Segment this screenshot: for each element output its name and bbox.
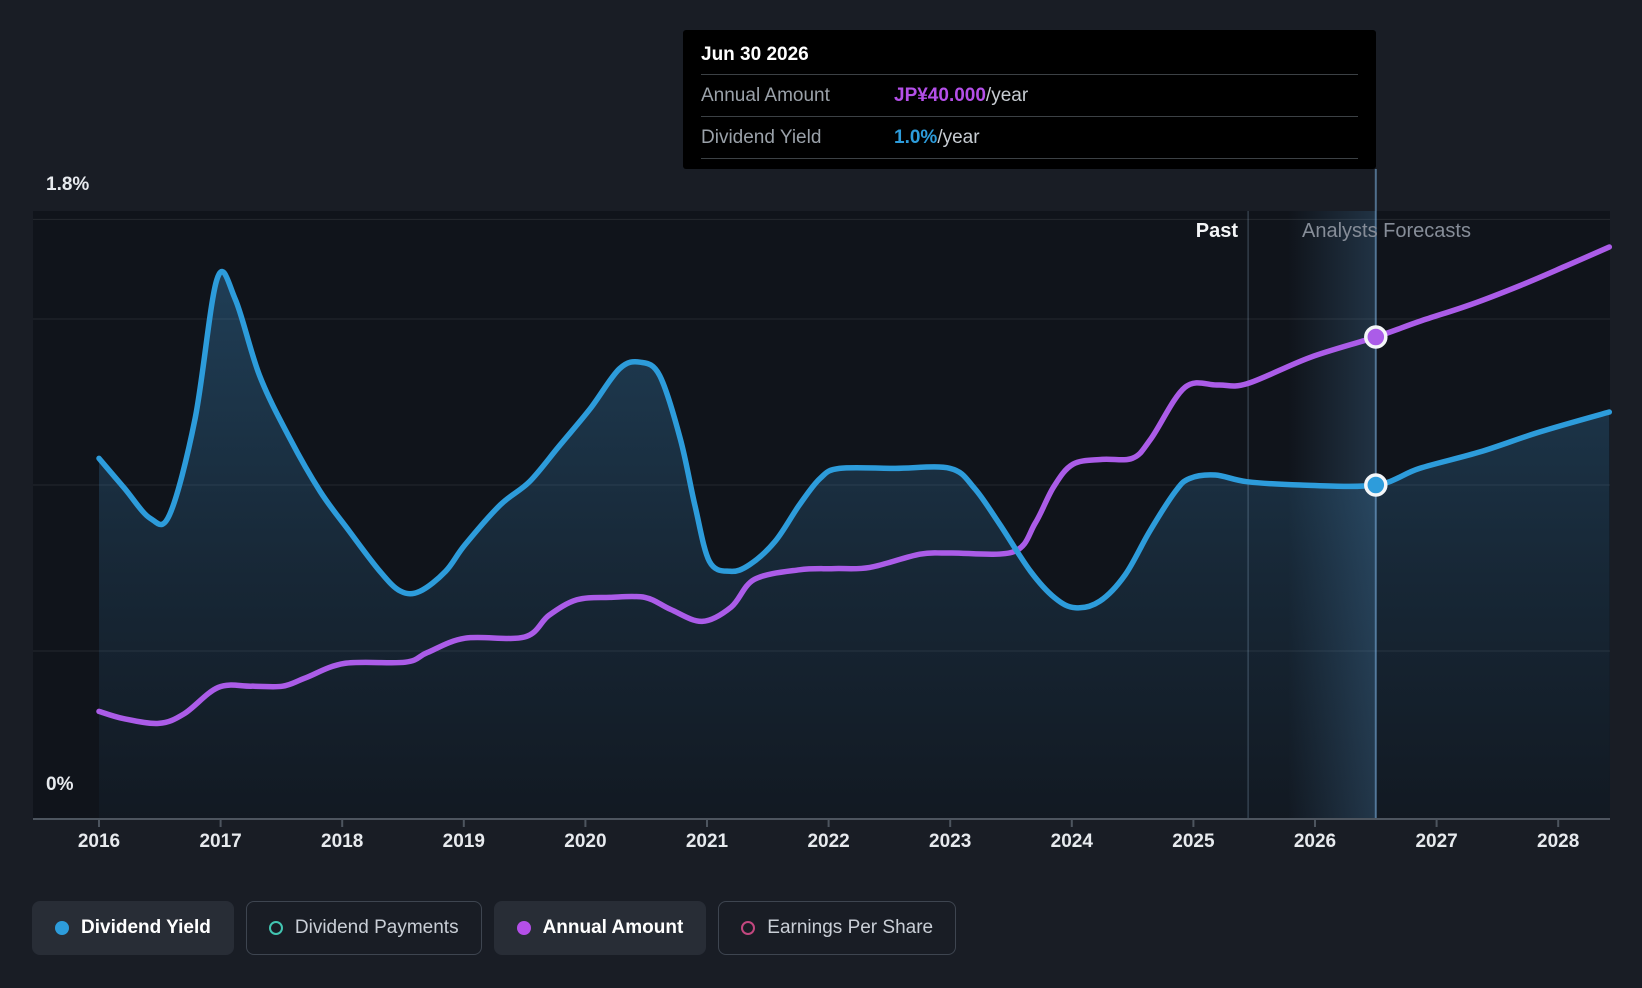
x-tick-label: 2026 <box>1293 831 1337 852</box>
teal-ring-icon <box>268 921 283 935</box>
x-tick-label: 2017 <box>199 831 242 852</box>
hover-highlight-band <box>1288 211 1376 819</box>
x-tick-label: 2018 <box>321 831 364 852</box>
legend-item-dividend-payments[interactable]: Dividend Payments <box>245 901 482 955</box>
annual-amount-line <box>96 244 1613 727</box>
x-tick-label: 2019 <box>442 831 485 852</box>
tooltip-date: Jun 30 2026 <box>701 40 1358 75</box>
dividend-yield-area <box>99 271 1610 819</box>
tooltip-suffix: /year <box>937 126 980 148</box>
purple-dot-icon <box>516 921 531 935</box>
tooltip-label: Annual Amount <box>701 84 830 106</box>
legend-item-earnings-per-share[interactable]: Earnings Per Share <box>718 901 957 955</box>
blue-dot-icon <box>55 921 69 935</box>
x-tick-label: 2025 <box>1172 831 1215 852</box>
x-tick-label: 2016 <box>77 831 121 852</box>
dividend-yield-marker <box>1364 473 1388 497</box>
legend-label: Annual Amount <box>542 917 684 938</box>
tooltip-suffix: /year <box>985 84 1029 106</box>
dividend-yield-line <box>96 268 1613 611</box>
forecast-region-label: Analysts Forecasts <box>1302 220 1471 242</box>
chart-tooltip: Jun 30 2026 Annual Amount JP¥40.000 /yea… <box>683 30 1376 169</box>
x-tick-label: 2023 <box>929 831 972 852</box>
legend-label: Dividend Yield <box>81 917 211 938</box>
x-tick-label: 2027 <box>1415 831 1458 852</box>
pink-ring-icon <box>741 921 756 935</box>
x-tick-label: 2028 <box>1537 831 1580 852</box>
tooltip-value-annual-amount: JP¥40.000 <box>894 84 986 106</box>
tooltip-row-annual-amount: Annual Amount JP¥40.000 /year <box>701 75 1358 117</box>
legend-label: Dividend Payments <box>294 917 459 938</box>
x-tick-label: 2022 <box>807 831 850 852</box>
y-axis-zero-label: 0% <box>46 774 74 795</box>
tooltip-row-dividend-yield: Dividend Yield 1.0% /year <box>701 117 1358 159</box>
legend-item-annual-amount[interactable]: Annual Amount <box>493 901 707 955</box>
legend-item-dividend-yield[interactable]: Dividend Yield <box>32 901 234 955</box>
legend-label: Earnings Per Share <box>767 917 934 938</box>
annual-amount-marker <box>1364 325 1388 349</box>
x-tick-label: 2020 <box>564 831 607 852</box>
past-region-label: Past <box>1195 220 1238 242</box>
x-tick-label: 2021 <box>685 831 729 852</box>
tooltip-label: Dividend Yield <box>701 126 822 148</box>
tooltip-value-dividend-yield: 1.0% <box>894 126 938 148</box>
x-tick-label: 2024 <box>1050 831 1093 852</box>
legend: Dividend Yield Dividend Payments Annual … <box>32 901 957 955</box>
y-axis-max-label: 1.8% <box>46 174 90 195</box>
